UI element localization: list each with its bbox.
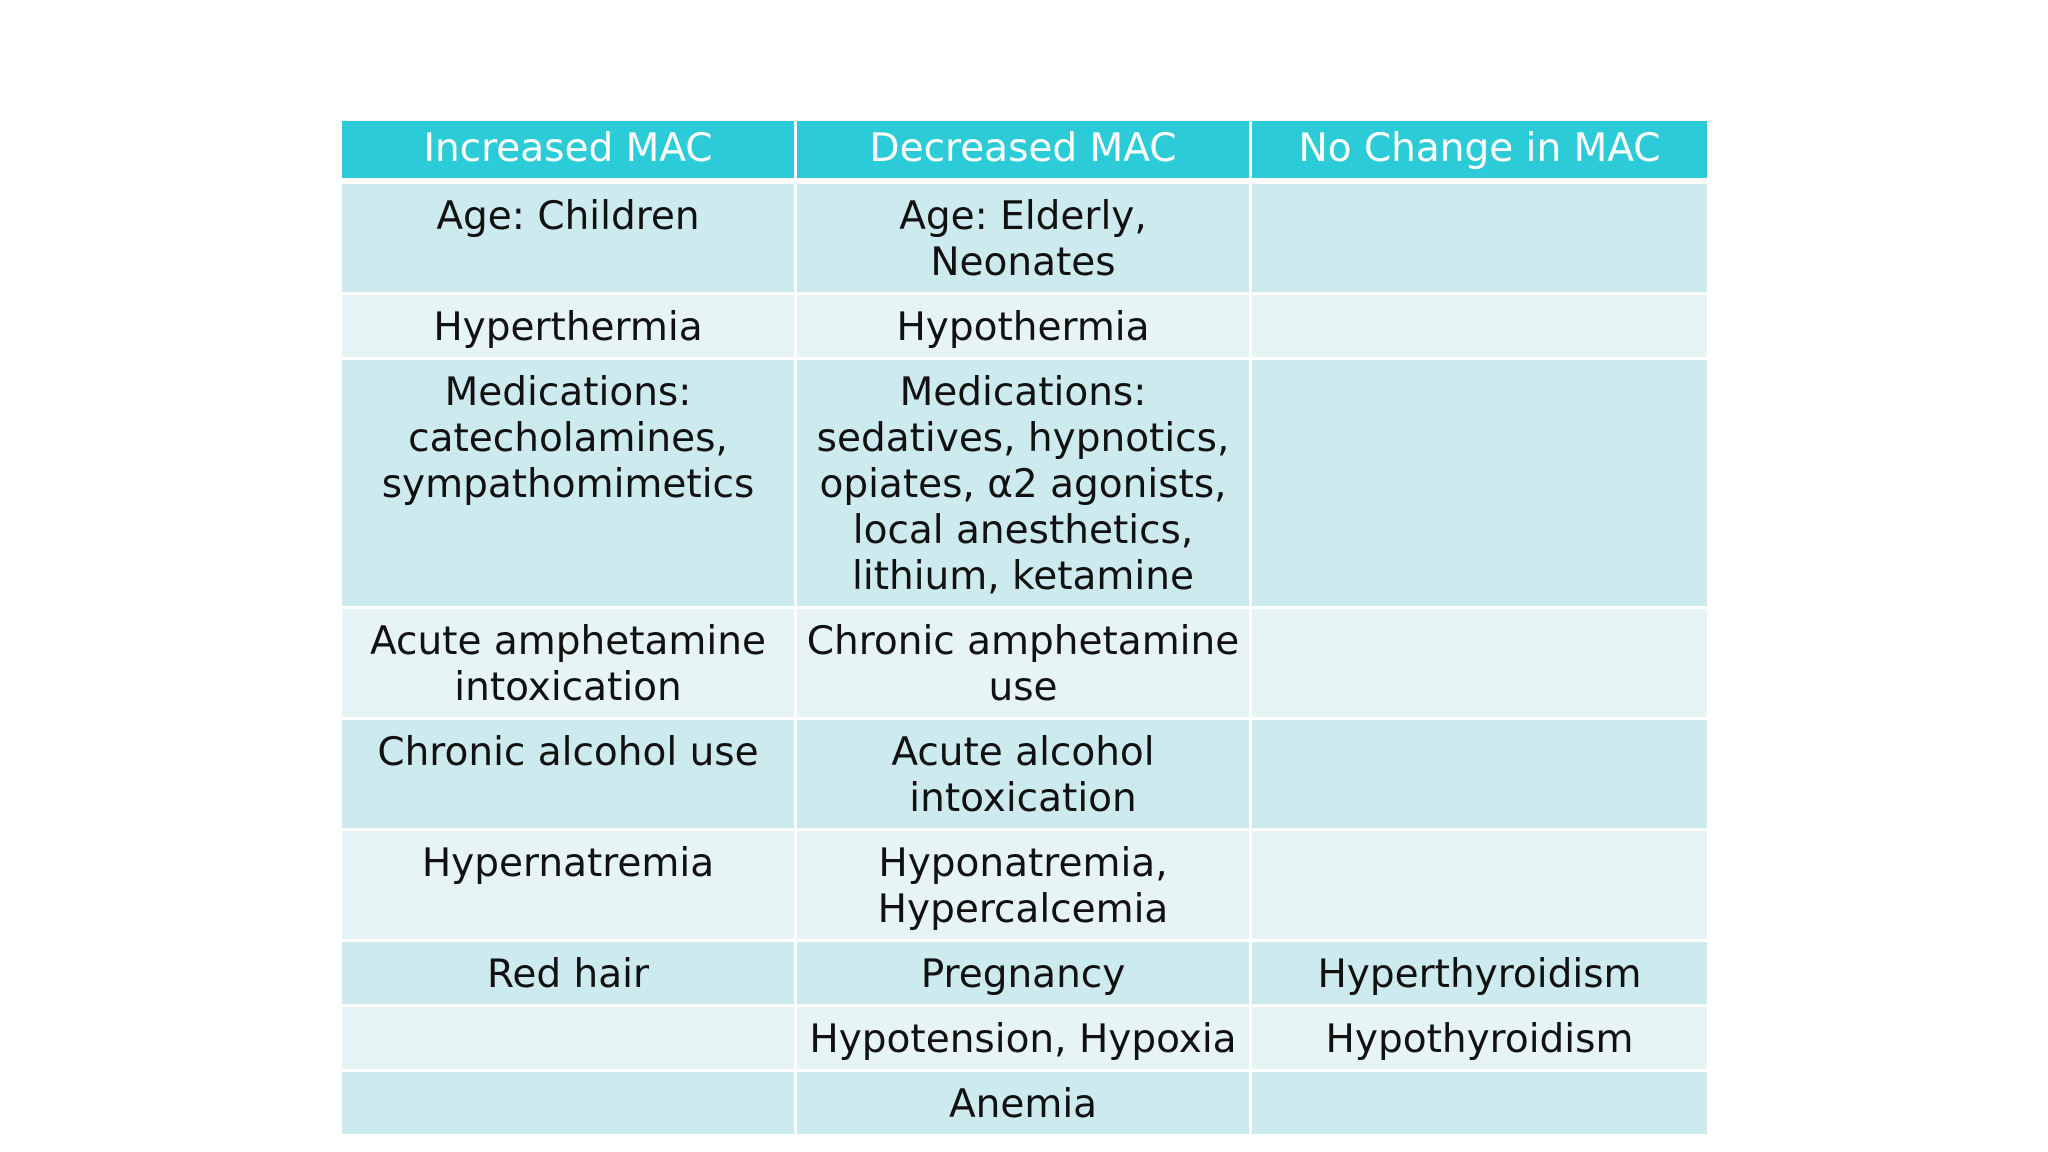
- table-cell: Hyperthermia: [342, 295, 797, 360]
- table-cell: Hyponatremia, Hypercalcemia: [797, 831, 1252, 942]
- header-decreased-mac: Decreased MAC: [797, 121, 1252, 184]
- table-header-row: Increased MAC Decreased MAC No Change in…: [342, 121, 1707, 184]
- table-cell: [1252, 184, 1707, 295]
- cell-text: Age: Elderly, Neonates: [899, 194, 1147, 285]
- cell-text: Medications: catecholamines, sympathomim…: [381, 370, 755, 507]
- cell-text: Chronic amphetamine use: [806, 619, 1240, 710]
- table-cell: Hyperthyroidism: [1252, 942, 1707, 1007]
- table-cell: Chronic alcohol use: [342, 720, 797, 831]
- table-row: Red hair Pregnancy Hyperthyroidism: [342, 942, 1707, 1007]
- table-cell: [1252, 720, 1707, 831]
- table-row: Hypernatremia Hyponatremia, Hypercalcemi…: [342, 831, 1707, 942]
- table-cell: Chronic amphetamine use: [797, 609, 1252, 720]
- cell-text: Hyponatremia, Hypercalcemia: [877, 841, 1169, 932]
- header-no-change-mac: No Change in MAC: [1252, 121, 1707, 184]
- table-cell: Hypotension, Hypoxia: [797, 1007, 1252, 1072]
- cell-text: Pregnancy: [920, 952, 1126, 997]
- table-cell: [1252, 360, 1707, 609]
- table-cell: Hypernatremia: [342, 831, 797, 942]
- table-cell: [342, 1072, 797, 1137]
- cell-text: Hypothermia: [896, 305, 1150, 350]
- table-row: Acute amphetamine intoxication Chronic a…: [342, 609, 1707, 720]
- table-cell: Age: Elderly, Neonates: [797, 184, 1252, 295]
- table-row: Medications: catecholamines, sympathomim…: [342, 360, 1707, 609]
- table-cell: Pregnancy: [797, 942, 1252, 1007]
- cell-text: Acute alcohol intoxication: [891, 730, 1155, 821]
- cell-text: Hyperthyroidism: [1317, 952, 1642, 997]
- table-cell: Medications: catecholamines, sympathomim…: [342, 360, 797, 609]
- table-cell: Acute alcohol intoxication: [797, 720, 1252, 831]
- cell-text: Hypotension, Hypoxia: [809, 1017, 1237, 1062]
- cell-text: Age: Children: [436, 194, 700, 239]
- table-cell: Acute amphetamine intoxication: [342, 609, 797, 720]
- table-cell: [1252, 831, 1707, 942]
- table-cell: [1252, 295, 1707, 360]
- cell-text: Hypothyroidism: [1325, 1017, 1634, 1062]
- table-cell: Anemia: [797, 1072, 1252, 1137]
- header-increased-mac: Increased MAC: [342, 121, 797, 184]
- cell-text: Anemia: [948, 1082, 1098, 1127]
- table-cell: Hypothyroidism: [1252, 1007, 1707, 1072]
- cell-text: Red hair: [487, 952, 649, 997]
- cell-text: Acute amphetamine intoxication: [370, 619, 766, 710]
- table-row: Age: Children Age: Elderly, Neonates: [342, 184, 1707, 295]
- table-cell: [1252, 609, 1707, 720]
- cell-text: Medications: sedatives, hypnotics, opiat…: [816, 370, 1230, 599]
- table-cell: Red hair: [342, 942, 797, 1007]
- table-cell: [1252, 1072, 1707, 1137]
- table-cell: [342, 1007, 797, 1072]
- table-cell: Age: Children: [342, 184, 797, 295]
- mac-comparison-table: Increased MAC Decreased MAC No Change in…: [342, 121, 1707, 1137]
- table-cell: Hypothermia: [797, 295, 1252, 360]
- table-cell: Medications: sedatives, hypnotics, opiat…: [797, 360, 1252, 609]
- cell-text: Chronic alcohol use: [377, 730, 759, 775]
- table-row: Hypotension, Hypoxia Hypothyroidism: [342, 1007, 1707, 1072]
- cell-text: Hypernatremia: [421, 841, 715, 886]
- table-row: Anemia: [342, 1072, 1707, 1137]
- table-row: Hyperthermia Hypothermia: [342, 295, 1707, 360]
- cell-text: Hyperthermia: [433, 305, 703, 350]
- table-row: Chronic alcohol use Acute alcohol intoxi…: [342, 720, 1707, 831]
